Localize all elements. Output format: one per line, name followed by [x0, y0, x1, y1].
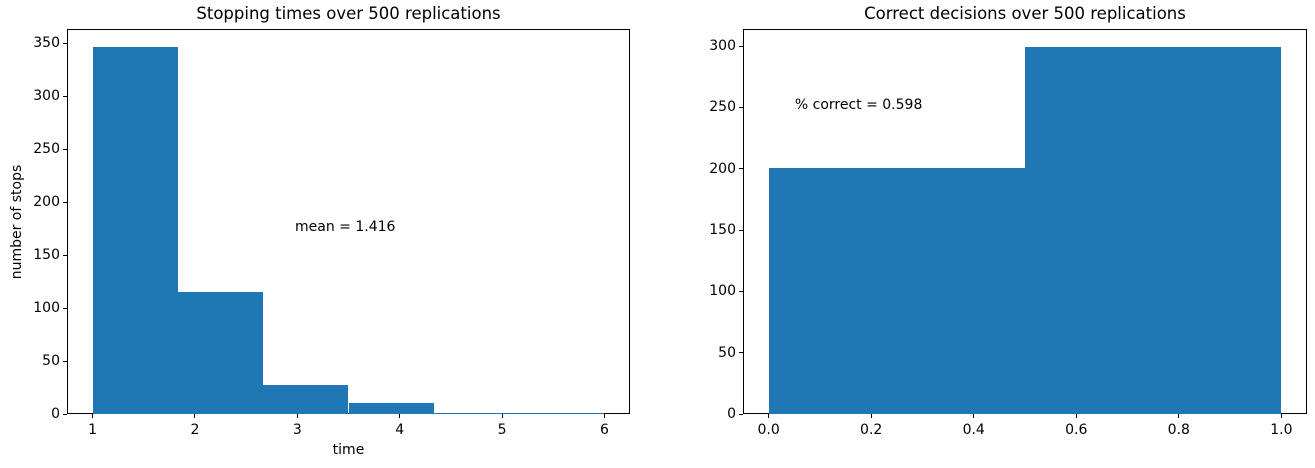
x-tick — [870, 414, 872, 418]
y-tick-label: 100 — [33, 300, 60, 317]
x-tick — [194, 414, 196, 418]
y-tick-label: 250 — [33, 141, 60, 158]
x-tick-label: 4 — [395, 422, 405, 438]
y-tick — [63, 360, 67, 362]
y-tick-label: 200 — [33, 194, 60, 211]
x-axis-label: time — [332, 442, 365, 458]
x-tick — [603, 414, 605, 418]
y-tick-label: 0 — [727, 406, 736, 422]
y-tick — [63, 413, 67, 415]
y-tick-label: 150 — [709, 222, 736, 239]
histogram-bar — [348, 403, 434, 414]
y-axis-label: number of stops — [9, 164, 25, 279]
y-tick — [739, 290, 743, 292]
chart-title: Correct decisions over 500 replications — [864, 4, 1186, 23]
x-tick-label: 0.2 — [860, 422, 883, 438]
x-tick — [1280, 414, 1282, 418]
x-tick — [768, 414, 770, 418]
y-tick — [63, 254, 67, 256]
y-tick — [739, 106, 743, 108]
x-tick-label: 1 — [88, 422, 98, 438]
x-tick-label: 2 — [190, 422, 200, 438]
y-tick-label: 50 — [42, 353, 60, 369]
x-tick — [399, 414, 401, 418]
plot-area — [743, 29, 1307, 414]
x-tick — [973, 414, 975, 418]
y-tick — [739, 45, 743, 47]
y-tick — [739, 352, 743, 354]
x-tick-label: 0.8 — [1167, 422, 1190, 438]
y-tick — [739, 413, 743, 415]
percent-correct-annotation: % correct = 0.598 — [794, 96, 923, 113]
y-tick-label: 200 — [709, 160, 736, 177]
y-tick — [63, 307, 67, 309]
y-tick — [63, 42, 67, 44]
y-tick-label: 300 — [33, 88, 60, 105]
y-tick — [739, 229, 743, 231]
x-tick-label: 3 — [292, 422, 302, 438]
x-tick — [1075, 414, 1077, 418]
x-tick — [501, 414, 503, 418]
y-tick-label: 250 — [709, 99, 736, 116]
mean-annotation: mean = 1.416 — [295, 218, 396, 235]
histogram-bar — [519, 412, 605, 414]
y-tick-label: 300 — [709, 38, 736, 55]
y-tick-label: 100 — [709, 283, 736, 300]
histogram-bar — [433, 412, 520, 414]
x-tick-label: 5 — [497, 422, 507, 438]
y-tick — [63, 148, 67, 150]
histogram-bar — [1025, 47, 1282, 414]
y-tick-label: 50 — [718, 344, 736, 361]
y-tick — [63, 201, 67, 203]
x-tick-label: 0.6 — [1065, 422, 1088, 438]
x-tick — [92, 414, 94, 418]
chart-title: Stopping times over 500 replications — [196, 4, 501, 23]
plot-area — [67, 29, 630, 414]
y-tick — [739, 168, 743, 170]
y-tick-label: 0 — [51, 406, 60, 422]
histogram-bar — [177, 292, 264, 414]
x-tick — [296, 414, 298, 418]
y-tick — [63, 95, 67, 97]
x-tick-label: 1.0 — [1270, 422, 1293, 438]
x-tick-label: 0.4 — [962, 422, 985, 438]
y-tick-label: 150 — [33, 247, 60, 264]
x-tick — [1178, 414, 1180, 418]
histogram-bar — [768, 167, 1025, 414]
y-tick-label: 350 — [33, 35, 60, 52]
histogram-bar — [263, 385, 349, 414]
x-tick-label: 6 — [599, 422, 609, 438]
histogram-bar — [92, 47, 178, 414]
x-tick-label: 0.0 — [757, 422, 780, 438]
